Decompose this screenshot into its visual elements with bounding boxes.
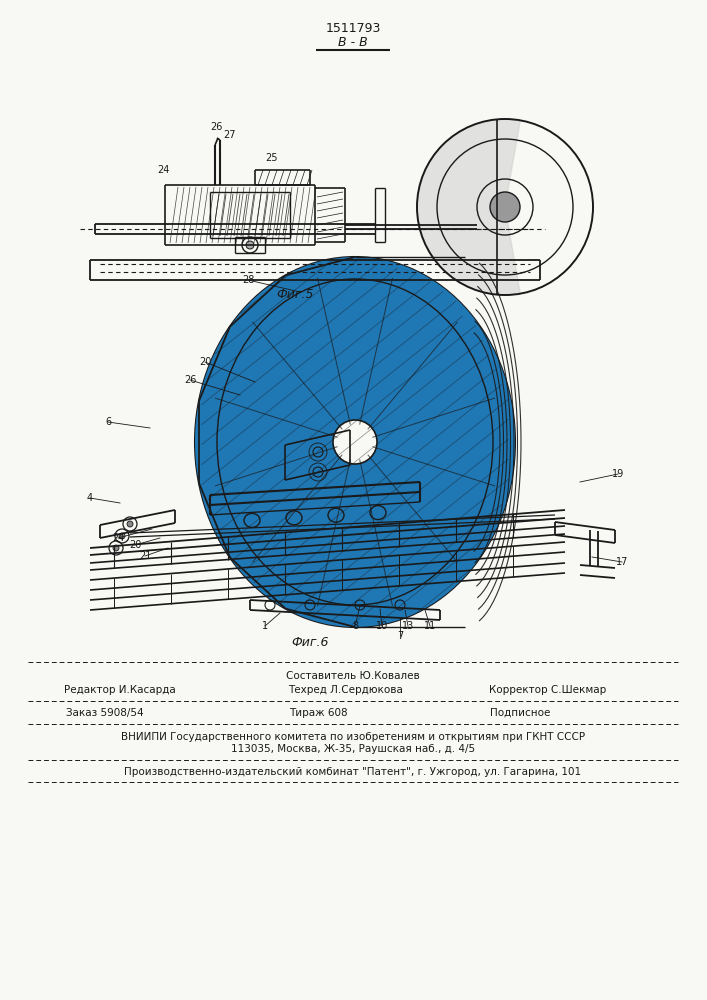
Text: 1511793: 1511793 bbox=[325, 21, 380, 34]
Text: 13: 13 bbox=[402, 621, 414, 631]
Polygon shape bbox=[417, 119, 520, 295]
Circle shape bbox=[490, 192, 520, 222]
Text: 8: 8 bbox=[352, 621, 358, 631]
Text: 10: 10 bbox=[376, 621, 388, 631]
Text: 113035, Москва, Ж-35, Раушская наб., д. 4/5: 113035, Москва, Ж-35, Раушская наб., д. … bbox=[231, 744, 475, 754]
Text: Составитель Ю.Ковалев: Составитель Ю.Ковалев bbox=[286, 671, 420, 681]
Text: B - B: B - B bbox=[338, 36, 368, 49]
Text: 19: 19 bbox=[612, 469, 624, 479]
Text: 4: 4 bbox=[87, 493, 93, 503]
Text: Редактор И.Касарда: Редактор И.Касарда bbox=[64, 685, 176, 695]
Text: Фиг.6: Фиг.6 bbox=[291, 636, 329, 648]
Text: 7: 7 bbox=[397, 631, 403, 641]
Circle shape bbox=[113, 545, 119, 551]
Circle shape bbox=[127, 521, 133, 527]
Circle shape bbox=[246, 241, 254, 249]
Text: 24: 24 bbox=[112, 533, 124, 543]
Text: 1: 1 bbox=[262, 621, 268, 631]
Circle shape bbox=[119, 533, 125, 539]
Text: 11: 11 bbox=[424, 621, 436, 631]
Text: 20: 20 bbox=[199, 357, 211, 367]
Text: Тираж 608: Тираж 608 bbox=[288, 708, 347, 718]
Text: 26: 26 bbox=[184, 375, 196, 385]
Text: Фиг.5: Фиг.5 bbox=[276, 288, 314, 302]
Text: 28: 28 bbox=[242, 275, 255, 285]
Circle shape bbox=[333, 420, 377, 464]
Text: 26: 26 bbox=[210, 122, 222, 132]
Text: 25: 25 bbox=[266, 153, 279, 163]
Text: ВНИИПИ Государственного комитета по изобретениям и открытиям при ГКНТ СССР: ВНИИПИ Государственного комитета по изоб… bbox=[121, 732, 585, 742]
Text: 17: 17 bbox=[616, 557, 629, 567]
Ellipse shape bbox=[195, 257, 515, 627]
Text: Техред Л.Сердюкова: Техред Л.Сердюкова bbox=[288, 685, 402, 695]
Text: 24: 24 bbox=[157, 165, 169, 175]
Text: 21: 21 bbox=[139, 551, 151, 561]
Text: Производственно-издательский комбинат "Патент", г. Ужгород, ул. Гагарина, 101: Производственно-издательский комбинат "П… bbox=[124, 767, 582, 777]
Text: 6: 6 bbox=[105, 417, 111, 427]
Text: 20: 20 bbox=[129, 540, 141, 550]
Text: Подписное: Подписное bbox=[490, 708, 550, 718]
Text: Заказ 5908/54: Заказ 5908/54 bbox=[66, 708, 144, 718]
Text: 27: 27 bbox=[223, 130, 236, 140]
Text: Корректор С.Шекмар: Корректор С.Шекмар bbox=[489, 685, 607, 695]
